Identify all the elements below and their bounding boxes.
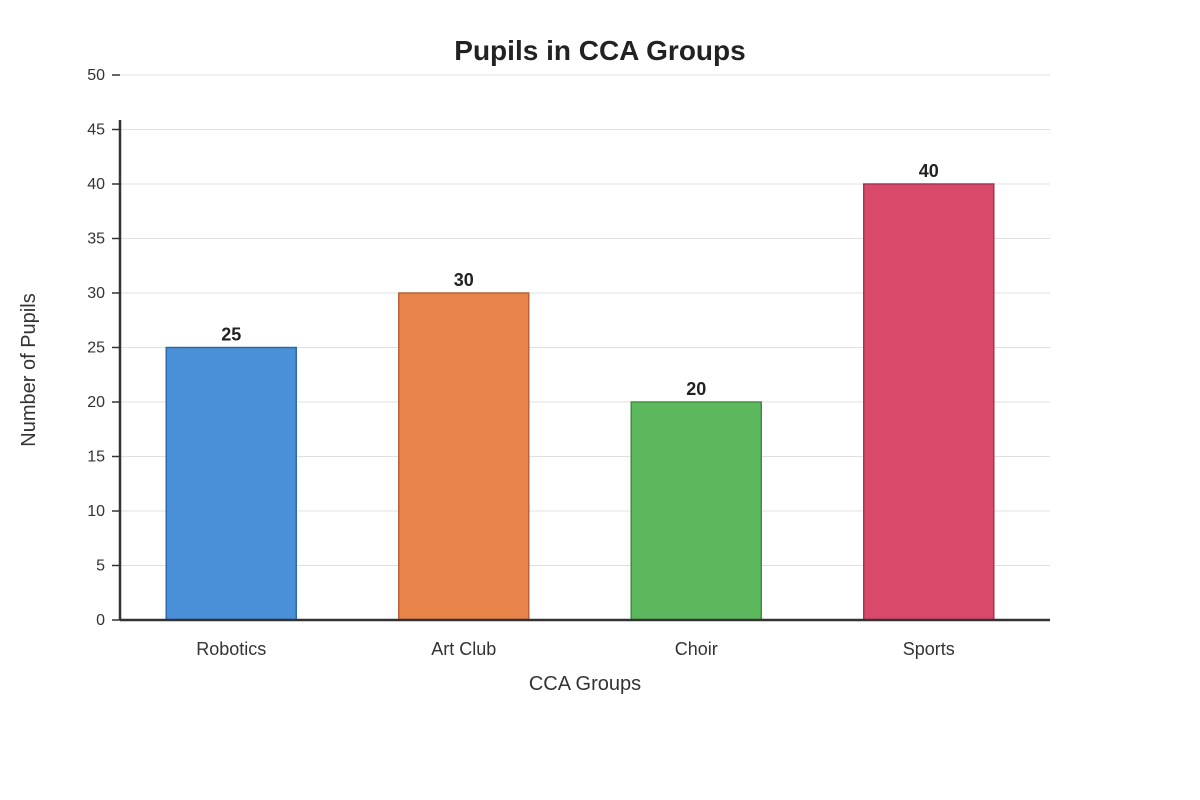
- bar-robotics: [165, 346, 297, 621]
- x-tick-label: Choir: [675, 639, 718, 659]
- y-tick-label: 15: [87, 449, 105, 466]
- y-tick-label: 45: [87, 122, 105, 139]
- bar-art-club: [398, 292, 530, 621]
- data-label: 30: [454, 270, 474, 290]
- y-tick-label: 50: [87, 67, 105, 84]
- data-label: 40: [919, 161, 939, 181]
- y-axis-title: Number of Pupils: [18, 293, 40, 446]
- data-labels: 25 30 20 40: [221, 161, 939, 399]
- x-axis-title: CCA Groups: [529, 673, 641, 695]
- y-tick-label: 5: [96, 558, 105, 575]
- chart-title: Pupils in CCA Groups: [454, 35, 745, 66]
- y-tick-label: 30: [87, 285, 105, 302]
- y-tick-label: 40: [87, 176, 105, 193]
- y-tick-label: 20: [87, 394, 105, 411]
- x-tick-label: Sports: [903, 639, 955, 659]
- y-tick-label: 0: [96, 612, 105, 629]
- y-tick-label: 35: [87, 231, 105, 248]
- bars: [165, 183, 995, 621]
- bar-sports: [863, 183, 995, 621]
- y-tick-label: 25: [87, 340, 105, 357]
- x-axis-ticks: Robotics Art Club Choir Sports: [196, 639, 955, 659]
- y-axis-ticks: 0 5 10 15 20 25 30 35 40 45 50: [87, 67, 120, 629]
- x-tick-label: Art Club: [431, 639, 496, 659]
- x-tick-label: Robotics: [196, 639, 266, 659]
- axes: [118, 120, 1050, 622]
- data-label: 25: [221, 325, 241, 345]
- data-label: 20: [686, 379, 706, 399]
- bar-choir: [630, 401, 762, 621]
- y-tick-label: 10: [87, 503, 105, 520]
